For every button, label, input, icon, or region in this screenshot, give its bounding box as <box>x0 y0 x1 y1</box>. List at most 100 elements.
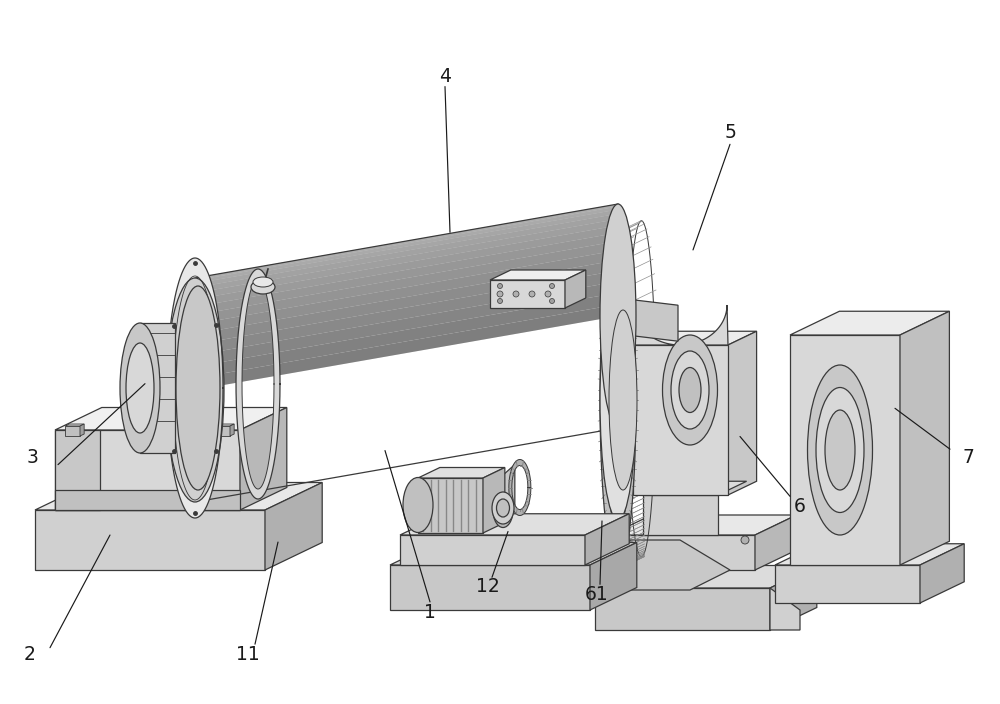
Ellipse shape <box>492 492 514 524</box>
Polygon shape <box>390 543 637 565</box>
Polygon shape <box>400 535 585 565</box>
Text: 5: 5 <box>724 123 736 142</box>
Circle shape <box>497 291 503 297</box>
Ellipse shape <box>808 365 872 535</box>
Circle shape <box>621 536 629 544</box>
Polygon shape <box>633 305 728 345</box>
Ellipse shape <box>609 310 637 490</box>
Polygon shape <box>195 233 618 315</box>
Ellipse shape <box>126 343 154 433</box>
Circle shape <box>550 298 554 303</box>
Polygon shape <box>770 565 817 630</box>
Polygon shape <box>195 214 618 293</box>
Circle shape <box>498 284 503 289</box>
Polygon shape <box>490 270 586 280</box>
Polygon shape <box>167 258 223 518</box>
Circle shape <box>498 298 503 303</box>
Ellipse shape <box>120 323 160 453</box>
Text: 2: 2 <box>24 646 36 664</box>
Polygon shape <box>775 543 964 565</box>
Text: 11: 11 <box>236 646 260 664</box>
Polygon shape <box>483 467 505 533</box>
Polygon shape <box>195 204 618 279</box>
Polygon shape <box>195 206 618 284</box>
Polygon shape <box>195 219 618 299</box>
Polygon shape <box>585 514 629 565</box>
Polygon shape <box>195 225 618 307</box>
Polygon shape <box>195 270 618 356</box>
Polygon shape <box>595 588 770 630</box>
Polygon shape <box>728 332 757 495</box>
Text: 1: 1 <box>424 603 436 622</box>
Polygon shape <box>195 260 618 344</box>
Circle shape <box>529 291 535 297</box>
Polygon shape <box>195 304 618 390</box>
Polygon shape <box>610 515 797 535</box>
Polygon shape <box>195 205 618 280</box>
Polygon shape <box>195 304 618 390</box>
Polygon shape <box>55 430 100 510</box>
Polygon shape <box>195 219 618 299</box>
Polygon shape <box>775 565 920 603</box>
Polygon shape <box>195 250 618 334</box>
Ellipse shape <box>816 387 864 513</box>
Polygon shape <box>900 311 949 565</box>
Polygon shape <box>590 543 637 610</box>
Polygon shape <box>390 565 590 610</box>
Polygon shape <box>80 424 84 436</box>
Ellipse shape <box>825 410 855 490</box>
Circle shape <box>550 284 554 289</box>
Polygon shape <box>140 323 175 453</box>
Polygon shape <box>195 282 618 367</box>
Ellipse shape <box>671 351 709 429</box>
Text: 6: 6 <box>794 498 806 516</box>
Polygon shape <box>195 282 618 367</box>
Polygon shape <box>920 543 964 603</box>
Circle shape <box>545 291 551 297</box>
Polygon shape <box>633 345 728 495</box>
Polygon shape <box>418 478 483 533</box>
Ellipse shape <box>176 286 220 490</box>
Polygon shape <box>265 482 322 570</box>
Polygon shape <box>215 426 230 436</box>
Polygon shape <box>55 408 287 430</box>
Polygon shape <box>195 250 618 334</box>
Circle shape <box>513 291 519 297</box>
Circle shape <box>741 536 749 544</box>
Polygon shape <box>195 204 618 279</box>
Polygon shape <box>195 241 618 324</box>
Polygon shape <box>195 293 618 378</box>
Polygon shape <box>65 426 80 436</box>
Text: 61: 61 <box>585 586 609 604</box>
Polygon shape <box>195 270 618 356</box>
Ellipse shape <box>679 367 701 413</box>
Ellipse shape <box>496 499 510 517</box>
Polygon shape <box>490 280 565 308</box>
Polygon shape <box>215 424 234 426</box>
Text: 12: 12 <box>476 577 500 596</box>
Polygon shape <box>195 241 618 324</box>
Polygon shape <box>790 335 900 565</box>
Polygon shape <box>195 210 618 288</box>
Ellipse shape <box>251 280 275 294</box>
Ellipse shape <box>600 204 636 428</box>
Polygon shape <box>35 510 265 570</box>
Polygon shape <box>643 482 747 495</box>
Polygon shape <box>790 311 949 335</box>
Polygon shape <box>230 424 234 436</box>
Polygon shape <box>483 465 515 518</box>
Polygon shape <box>595 565 817 588</box>
Polygon shape <box>633 332 757 345</box>
Polygon shape <box>755 515 797 570</box>
Polygon shape <box>236 269 280 499</box>
Text: 3: 3 <box>27 448 39 467</box>
Polygon shape <box>195 260 618 344</box>
Ellipse shape <box>253 277 273 287</box>
Polygon shape <box>195 205 618 280</box>
Text: 7: 7 <box>962 448 974 467</box>
Polygon shape <box>565 270 586 308</box>
Polygon shape <box>600 232 636 568</box>
Polygon shape <box>65 424 84 426</box>
Polygon shape <box>55 430 240 510</box>
Polygon shape <box>625 540 730 590</box>
